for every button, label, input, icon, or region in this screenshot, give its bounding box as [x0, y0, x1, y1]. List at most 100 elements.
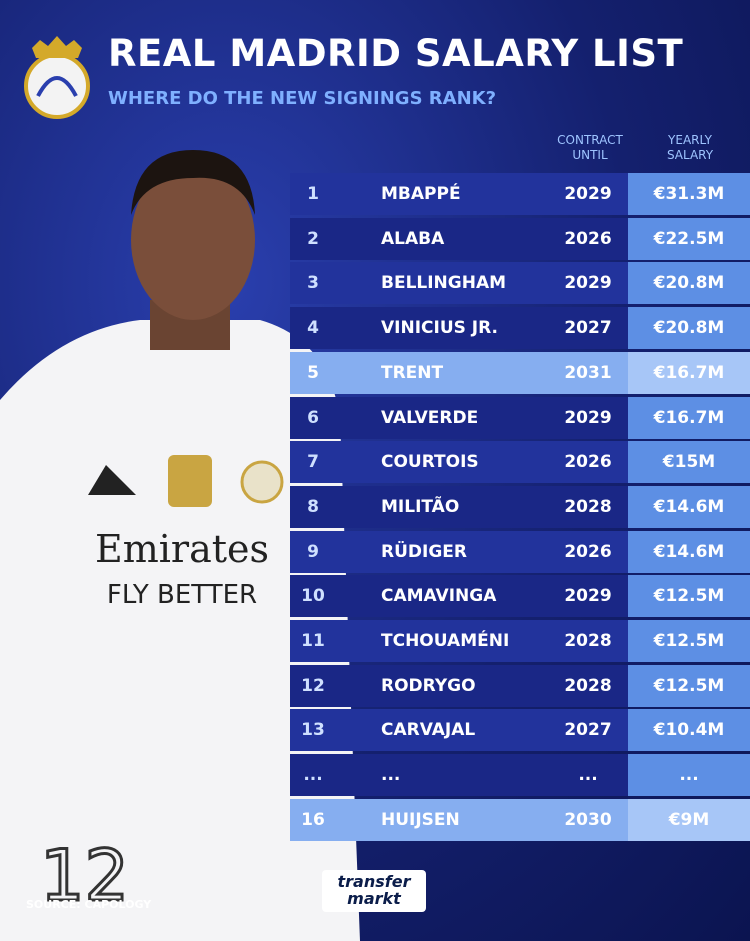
salary: €22.5M	[628, 217, 750, 260]
table-row: 12 undefined RODRYGO 2028 €12.5M	[290, 664, 750, 707]
rank: 12	[301, 675, 325, 696]
contract-year: 2029	[564, 407, 612, 428]
rank: 3	[307, 273, 319, 294]
source: SOURCE: CAPOLOGY	[26, 898, 152, 911]
salary: €12.5M	[628, 575, 750, 618]
rank: 16	[301, 809, 325, 830]
table-row: 1 undefined MBAPPÉ 2029 €31.3M	[290, 173, 750, 215]
player-name: RÜDIGER	[381, 541, 467, 562]
column-header: YEARLY SALARY	[666, 133, 714, 162]
flag: undefined	[335, 447, 365, 477]
rank: 8	[307, 496, 319, 517]
table-row: 11 undefined TCHOUAMÉNI 2028 €12.5M	[290, 620, 750, 662]
rank: 4	[307, 318, 319, 339]
player-name: VALVERDE	[381, 407, 479, 428]
contract-year: 2029	[564, 273, 612, 294]
logo-text: markt	[347, 889, 401, 908]
shirt-brand: Emirates	[95, 527, 269, 571]
crest	[24, 36, 90, 119]
logo: transfer markt	[322, 870, 426, 912]
salary: €20.8M	[628, 262, 750, 305]
flag: undefined	[335, 179, 365, 209]
title: REAL MADRID SALARY LIST	[108, 32, 684, 75]
table-row: 9 undefined RÜDIGER 2026 €14.6M	[290, 530, 750, 573]
shirt-number: 12	[40, 835, 129, 917]
salary: €16.7M	[628, 396, 750, 439]
flag: undefined	[335, 492, 365, 522]
flag: undefined	[335, 358, 365, 388]
table-row: 16 undefined HUIJSEN 2030 €9M	[290, 798, 750, 841]
contract-year: 2027	[564, 720, 612, 741]
player-name: CAMAVINGA	[381, 586, 497, 607]
salary: €10.4M	[628, 709, 750, 752]
table-row: ............	[290, 754, 750, 797]
rank: ...	[303, 765, 323, 786]
player-name: RODRYGO	[381, 675, 476, 696]
player-name: BELLINGHAM	[381, 273, 507, 294]
flag: undefined	[335, 805, 365, 835]
player-name: ...	[381, 765, 401, 786]
player-name: HUIJSEN	[381, 809, 460, 830]
table-row: 8 undefined MILITÃO 2028 €14.6M	[290, 485, 750, 528]
contract-year: 2027	[564, 318, 612, 339]
player-name: ALABA	[381, 228, 445, 249]
logo-text: transfer	[337, 872, 411, 891]
rank: 13	[301, 720, 325, 741]
rank: 11	[301, 631, 325, 651]
player-name: VINICIUS JR.	[381, 318, 498, 339]
salary: €9M	[628, 798, 750, 841]
player-name: CARVAJAL	[381, 720, 476, 741]
flag: undefined	[335, 671, 365, 701]
contract-year: 2028	[564, 675, 612, 696]
player-name: MILITÃO	[381, 496, 460, 517]
contract-year: 2028	[564, 631, 612, 651]
rank: 1	[307, 184, 319, 204]
salary: €20.8M	[628, 307, 750, 350]
contract-year: 2028	[564, 496, 612, 517]
table-row: 13 undefined CARVAJAL 2027 €10.4M	[290, 709, 750, 752]
salary: €16.7M	[628, 351, 750, 394]
rank: 6	[307, 407, 319, 428]
contract-year: 2030	[564, 809, 612, 830]
salary: €15M	[628, 441, 750, 484]
shirt-slogan: FLY BETTER	[107, 580, 257, 610]
contract-year: 2026	[564, 228, 612, 249]
flag: undefined	[335, 581, 365, 611]
contract-year: ...	[578, 765, 598, 786]
flag: undefined	[335, 313, 365, 343]
flag: undefined	[335, 537, 365, 567]
rank: 2	[307, 228, 319, 249]
salary: ...	[628, 754, 750, 797]
flag: undefined	[335, 715, 365, 745]
salary: €12.5M	[628, 664, 750, 707]
flag: undefined	[335, 224, 365, 254]
salary: €12.5M	[628, 620, 750, 662]
contract-year: 2029	[564, 184, 612, 204]
salary: €14.6M	[628, 485, 750, 528]
rank: 10	[301, 586, 325, 607]
flag: undefined	[335, 403, 365, 433]
table-row: 6 undefined VALVERDE 2029 €16.7M	[290, 396, 750, 439]
player: Emirates FLY BETTER 12	[0, 150, 360, 941]
flag: undefined	[335, 626, 365, 656]
salary: €14.6M	[628, 530, 750, 573]
flag: undefined	[335, 268, 365, 298]
subtitle: WHERE DO THE NEW SIGNINGS RANK?	[108, 88, 497, 109]
table-row: 5 undefined TRENT 2031 €16.7M	[290, 351, 750, 394]
contract-year: 2029	[564, 586, 612, 607]
player-name: TRENT	[381, 362, 444, 383]
rank: 5	[307, 362, 319, 383]
table-row: 7 undefined COURTOIS 2026 €15M	[290, 441, 750, 484]
contract-year: 2026	[564, 541, 612, 562]
rank: 9	[307, 541, 319, 562]
salary: €31.3M	[628, 173, 750, 215]
column-header: CONTRACT UNTIL	[557, 133, 623, 162]
flag-placeholder	[335, 754, 365, 796]
table-row: 2 undefined ALABA 2026 €22.5M	[290, 217, 750, 260]
contract-year: 2031	[564, 362, 612, 383]
table-row: 10 undefined CAMAVINGA 2029 €12.5M	[290, 575, 750, 618]
rank: 7	[307, 452, 319, 473]
contract-year: 2026	[564, 452, 612, 473]
